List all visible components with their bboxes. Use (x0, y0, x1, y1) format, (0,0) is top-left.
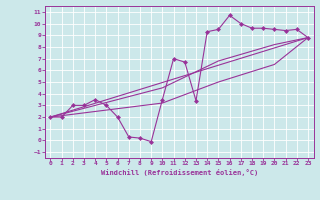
X-axis label: Windchill (Refroidissement éolien,°C): Windchill (Refroidissement éolien,°C) (100, 169, 258, 176)
